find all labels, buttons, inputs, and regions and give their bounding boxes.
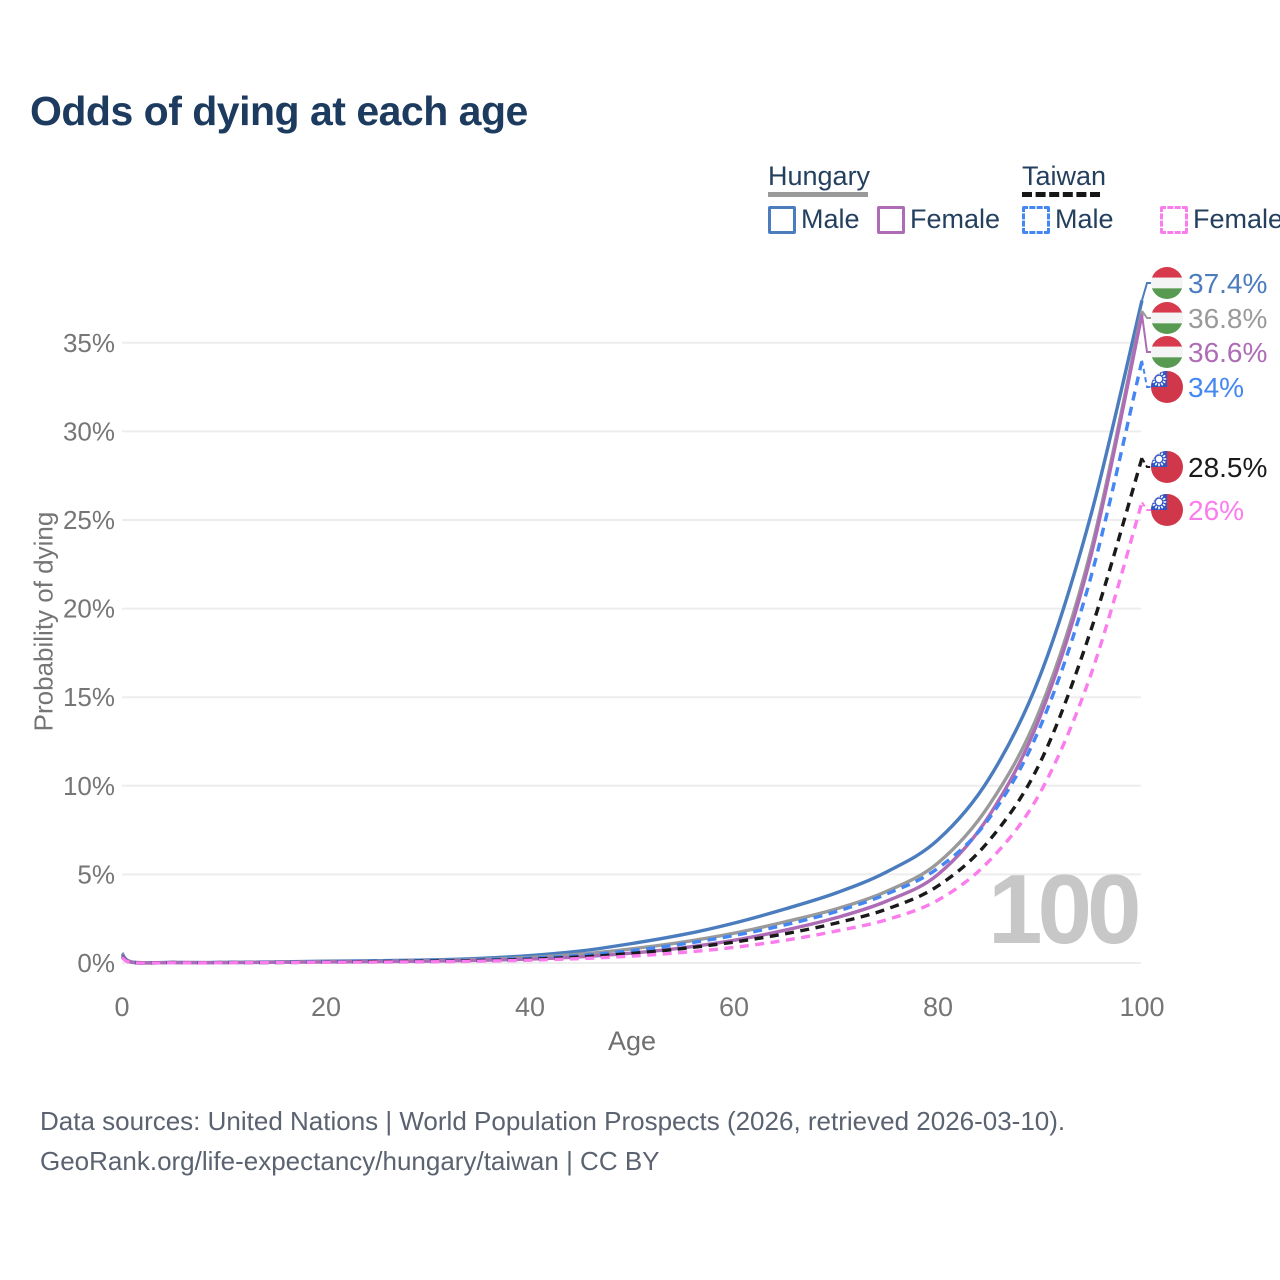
x-tick-100: 100: [1119, 992, 1164, 1022]
series-line-taiwan-female[interactable]: [120, 501, 1144, 965]
legend-group-taiwan: Taiwan: [1022, 161, 1107, 191]
end-label-connector-taiwan-male: [1141, 360, 1151, 388]
legend-label-taiwan-female[interactable]: Female: [1193, 204, 1280, 234]
hungary-flag-icon: [1151, 267, 1183, 299]
legend-swatch-taiwan-male[interactable]: [1022, 206, 1050, 234]
y-tick-10: 10%: [63, 771, 115, 801]
x-axis-title: Age: [607, 1026, 657, 1056]
end-label-taiwan-female: 26%: [1188, 495, 1244, 526]
end-label-hungary-male: 37.4%: [1188, 268, 1267, 299]
legend-label-hungary-male[interactable]: Male: [801, 204, 860, 234]
data-source-line: Data sources: United Nations | World Pop…: [40, 1106, 1066, 1136]
legend-swatch-hungary-female[interactable]: [877, 206, 905, 234]
attribution-line: GeoRank.org/life-expectancy/hungary/taiw…: [40, 1146, 660, 1176]
y-tick-35: 35%: [63, 328, 115, 358]
x-tick-20: 20: [311, 992, 341, 1022]
legend-swatch-taiwan-female[interactable]: [1160, 206, 1188, 234]
y-tick-5: 5%: [77, 859, 115, 889]
legend-label-taiwan-male[interactable]: Male: [1055, 204, 1114, 234]
end-label-connector-taiwan-female: [1141, 501, 1151, 511]
end-label-taiwan-male: 34%: [1188, 372, 1244, 403]
y-tick-15: 15%: [63, 682, 115, 712]
taiwan-flag-icon: [1151, 494, 1183, 526]
end-label-connector-hungary-combined: [1141, 310, 1151, 319]
end-label-taiwan-combined: 28.5%: [1188, 452, 1267, 483]
legend-hungary-line-sample: [768, 192, 868, 197]
y-tick-25: 25%: [63, 505, 115, 535]
y-axis-title: Probability of dying: [28, 511, 59, 732]
y-tick-0: 0%: [77, 948, 115, 978]
x-tick-40: 40: [515, 992, 545, 1022]
page-title: Odds of dying at each age: [30, 88, 528, 134]
taiwan-flag-icon: [1151, 371, 1183, 403]
end-label-connector-hungary-female: [1141, 314, 1151, 353]
legend-group-hungary: Hungary: [768, 161, 871, 191]
hungary-flag-icon: [1151, 302, 1183, 334]
legend-label-hungary-female[interactable]: Female: [910, 204, 1001, 234]
end-label-hungary-combined: 36.8%: [1188, 303, 1267, 334]
end-label-connector-hungary-male: [1141, 282, 1151, 301]
y-tick-20: 20%: [63, 594, 115, 624]
hungary-flag-icon: [1151, 336, 1183, 368]
end-label-hungary-female: 36.6%: [1188, 337, 1267, 368]
legend-swatch-hungary-male[interactable]: [768, 206, 796, 234]
age-watermark: 100: [988, 854, 1141, 964]
taiwan-flag-icon: [1151, 451, 1183, 483]
y-tick-30: 30%: [63, 416, 115, 446]
legend-taiwan-line-sample: [1022, 192, 1100, 197]
x-tick-0: 0: [114, 992, 129, 1022]
x-tick-80: 80: [923, 992, 953, 1022]
x-tick-60: 60: [719, 992, 749, 1022]
end-label-connector-taiwan-combined: [1141, 457, 1151, 468]
